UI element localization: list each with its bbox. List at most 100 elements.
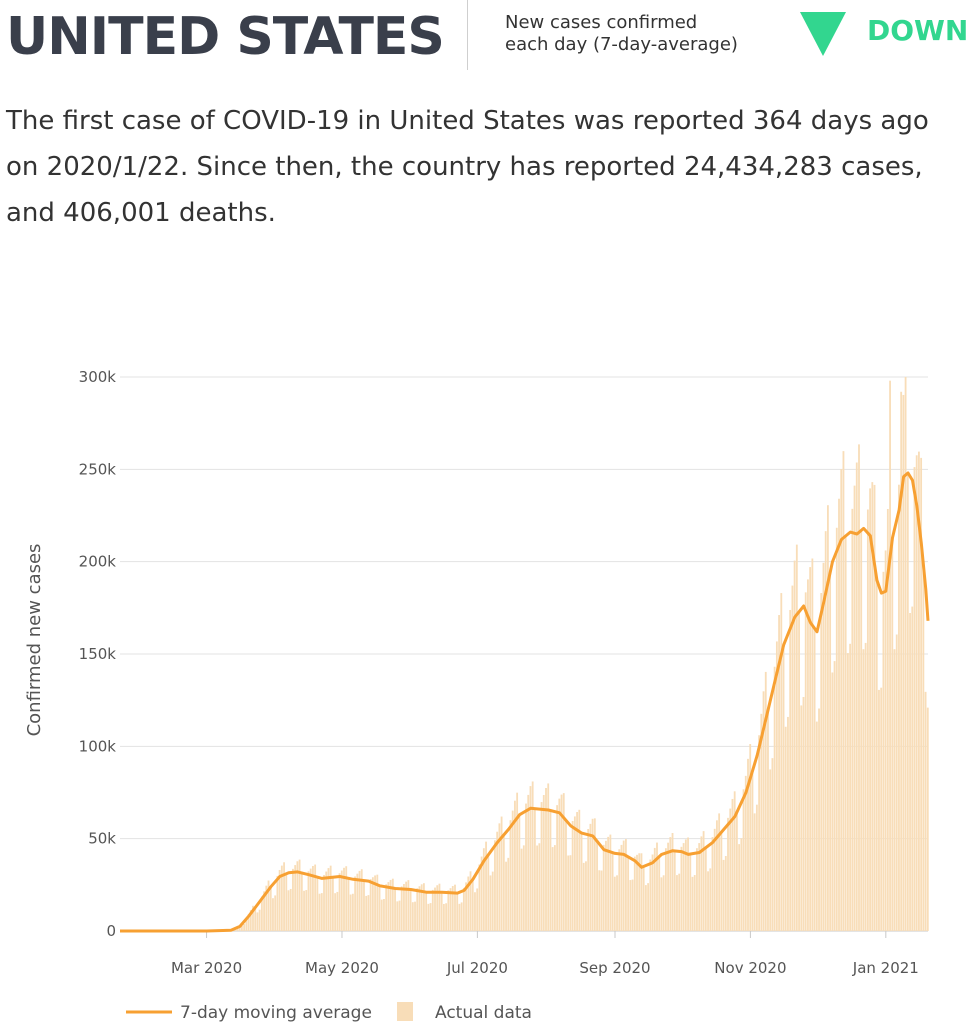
actual-data-bar xyxy=(704,847,707,931)
actual-data-bar xyxy=(425,892,428,931)
actual-data-bar xyxy=(918,451,920,931)
actual-data-bar xyxy=(740,838,743,931)
legend: 7-day moving average Actual data xyxy=(126,1002,532,1023)
actual-data-bar xyxy=(265,885,268,931)
actual-data-bar xyxy=(866,509,869,931)
actual-data-bar xyxy=(407,880,410,931)
actual-data-bar xyxy=(829,571,832,931)
actual-data-bar xyxy=(873,484,876,931)
actual-data-bar xyxy=(924,691,927,931)
actual-data-bar xyxy=(511,810,514,931)
actual-data-bar xyxy=(780,593,783,931)
actual-data-bar xyxy=(696,848,698,931)
actual-data-bar xyxy=(840,469,843,931)
actual-data-bar xyxy=(749,744,752,931)
actual-data-bar xyxy=(460,902,463,931)
actual-data-bar xyxy=(620,844,623,931)
actual-data-bar xyxy=(289,888,292,931)
actual-data-bar xyxy=(509,820,512,931)
actual-data-bar xyxy=(644,885,647,931)
actual-data-bar xyxy=(909,613,911,931)
actual-data-bar xyxy=(329,865,332,931)
actual-data-bar xyxy=(476,888,479,931)
actual-data-bar xyxy=(307,871,310,931)
actual-data-bar xyxy=(474,892,476,931)
actual-data-bar xyxy=(540,802,543,931)
actual-data-bar xyxy=(283,862,285,931)
actual-data-bar xyxy=(331,877,334,931)
actual-data-bar xyxy=(542,795,545,931)
actual-data-bar xyxy=(462,887,465,931)
actual-data-bar xyxy=(343,867,345,931)
actual-data-bar xyxy=(305,890,308,931)
actual-data-bar xyxy=(733,791,736,931)
trend-label: DOWN xyxy=(867,14,969,47)
actual-data-bar xyxy=(702,831,705,931)
actual-data-bar xyxy=(625,839,627,931)
actual-data-bar xyxy=(438,883,441,931)
actual-data-bar xyxy=(431,889,434,931)
actual-data-bar xyxy=(345,866,348,931)
actual-data-bar xyxy=(482,848,485,931)
actual-data-bar xyxy=(846,653,849,931)
actual-data-bar xyxy=(442,903,445,931)
actual-data-bar xyxy=(514,800,516,931)
actual-data-bar xyxy=(396,901,399,931)
actual-data-bar xyxy=(312,865,314,931)
actual-data-bar xyxy=(576,812,578,931)
actual-data-bar xyxy=(755,804,758,931)
x-tick-label: Sep 2020 xyxy=(579,959,650,977)
actual-data-bar xyxy=(605,840,607,931)
actual-data-bar xyxy=(789,609,792,931)
actual-data-bar xyxy=(738,844,741,931)
actual-data-bar xyxy=(716,820,718,931)
actual-data-bar xyxy=(240,925,243,931)
actual-data-bar xyxy=(316,877,319,931)
country-title: UNITED STATES xyxy=(6,7,445,67)
actual-data-bar xyxy=(567,855,570,931)
actual-data-bar xyxy=(718,813,721,931)
actual-data-bar xyxy=(551,847,554,931)
actual-data-bar xyxy=(751,770,754,931)
actual-data-bar xyxy=(405,881,408,931)
actual-data-bar xyxy=(507,857,510,931)
actual-data-bar xyxy=(294,865,297,931)
moving-average-line xyxy=(120,471,930,933)
actual-data-bar xyxy=(276,875,279,931)
actual-data-bar xyxy=(711,837,714,931)
actual-data-bar xyxy=(687,837,689,931)
actual-data-bar xyxy=(403,884,405,931)
actual-data-bar xyxy=(900,391,903,932)
actual-data-bar xyxy=(596,841,598,931)
actual-data-bar xyxy=(622,840,625,931)
actual-data-bar xyxy=(642,866,645,931)
y-axis-ticks: 0 50k 100k 150k 200k 250k 300k xyxy=(79,368,117,940)
actual-data-bar xyxy=(767,709,769,931)
actual-data-bars xyxy=(207,377,929,932)
actual-data-bar xyxy=(385,884,388,931)
actual-data-bar xyxy=(569,855,572,931)
actual-data-bar xyxy=(838,498,840,931)
actual-data-bar xyxy=(287,890,290,931)
y-tick-label: 150k xyxy=(79,645,117,663)
actual-data-bar xyxy=(913,467,916,931)
actual-data-bar xyxy=(849,643,852,931)
actual-data-bar xyxy=(653,847,656,931)
x-axis-ticks: Mar 2020 May 2020 Jul 2020 Sep 2020 Nov 2020… xyxy=(171,931,919,977)
actual-data-bar xyxy=(298,859,301,931)
actual-data-bar xyxy=(904,377,907,931)
actual-data-bar xyxy=(349,894,352,931)
actual-data-bar xyxy=(565,820,567,931)
actual-data-bar xyxy=(636,854,638,931)
actual-data-bar xyxy=(578,809,581,931)
actual-data-bar xyxy=(771,758,774,931)
actual-data-bar xyxy=(793,560,796,931)
actual-data-bar xyxy=(318,893,321,931)
actual-data-bar xyxy=(818,708,820,931)
actual-data-bar xyxy=(489,875,492,931)
actual-data-bar xyxy=(374,875,376,931)
actual-data-bar xyxy=(809,567,812,931)
actual-data-bar xyxy=(238,926,241,931)
actual-data-bar xyxy=(529,786,532,931)
actual-data-bar xyxy=(926,707,929,931)
